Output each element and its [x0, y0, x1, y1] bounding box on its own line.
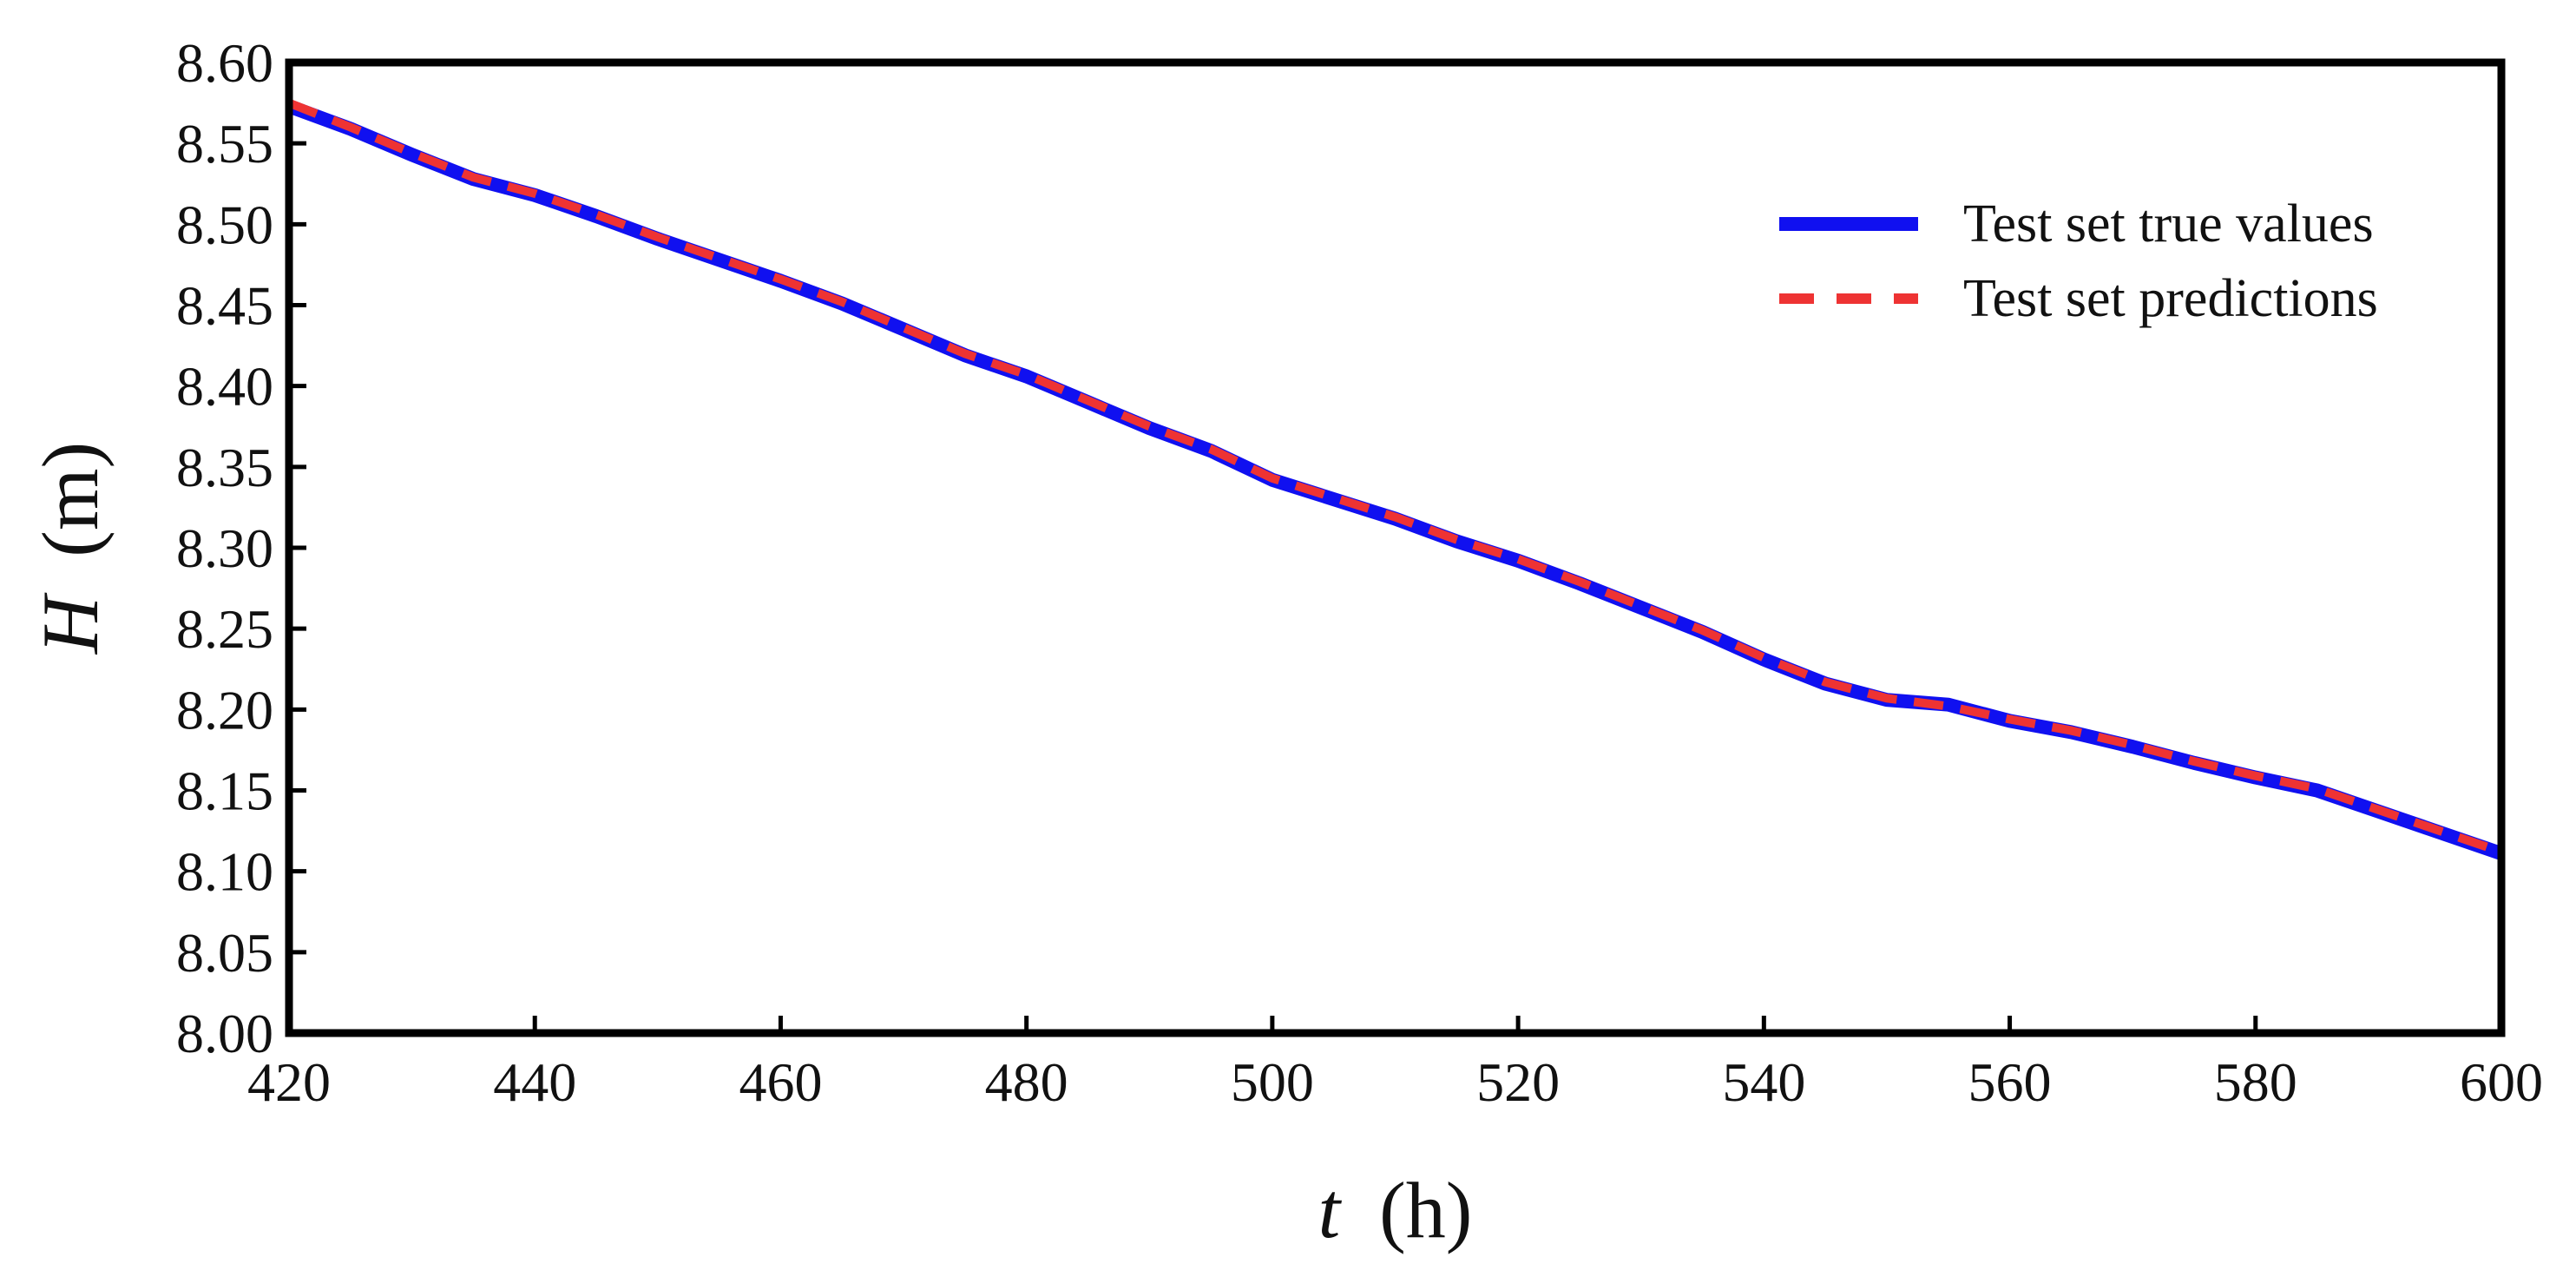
- x-tick-label: 500: [1231, 1051, 1314, 1113]
- y-tick-label: 8.35: [176, 437, 273, 498]
- x-tick-label: 440: [493, 1051, 576, 1113]
- x-tick-label: 560: [1968, 1051, 2052, 1113]
- y-axis-title: H (m): [26, 442, 115, 655]
- y-tick-label: 8.30: [176, 517, 273, 579]
- x-tick-label: 580: [2214, 1051, 2297, 1113]
- y-tick-label: 8.50: [176, 194, 273, 255]
- legend: Test set true values Test set predictions: [1779, 194, 2378, 328]
- y-tick-label: 8.10: [176, 841, 273, 903]
- y-tick-label: 8.25: [176, 598, 273, 660]
- y-tick-label: 8.40: [176, 356, 273, 418]
- y-tick-label: 8.00: [176, 1003, 273, 1064]
- x-tick-label: 540: [1722, 1051, 1805, 1113]
- x-tick-label: 460: [739, 1051, 822, 1113]
- axis-ticks: 420 440 460 480 500 520 540 560 580 600 8.00 8.05 8.…: [176, 32, 2543, 1113]
- y-tick-label: 8.15: [176, 760, 273, 822]
- x-tick-label: 600: [2460, 1051, 2543, 1113]
- x-tick-label: 420: [247, 1051, 331, 1113]
- legend-label: Test set predictions: [1963, 269, 2378, 328]
- x-tick-label: 480: [985, 1051, 1068, 1113]
- x-axis-unit: (h): [1379, 1166, 1472, 1254]
- x-tick-label: 520: [1476, 1051, 1560, 1113]
- y-tick-label: 8.60: [176, 32, 273, 94]
- y-tick-label: 8.55: [176, 113, 273, 174]
- y-tick-label: 8.05: [176, 922, 273, 984]
- legend-label: Test set true values: [1963, 194, 2374, 253]
- x-axis-symbol: t: [1318, 1166, 1343, 1254]
- x-axis-title: t (h): [1318, 1166, 1473, 1254]
- y-axis-symbol: H: [26, 592, 115, 655]
- y-axis-unit: (m): [26, 442, 115, 557]
- series-layer: [289, 98, 2501, 860]
- y-tick-label: 8.20: [176, 679, 273, 741]
- y-tick-label: 8.45: [176, 275, 273, 337]
- series-line-predictions: [289, 98, 2501, 857]
